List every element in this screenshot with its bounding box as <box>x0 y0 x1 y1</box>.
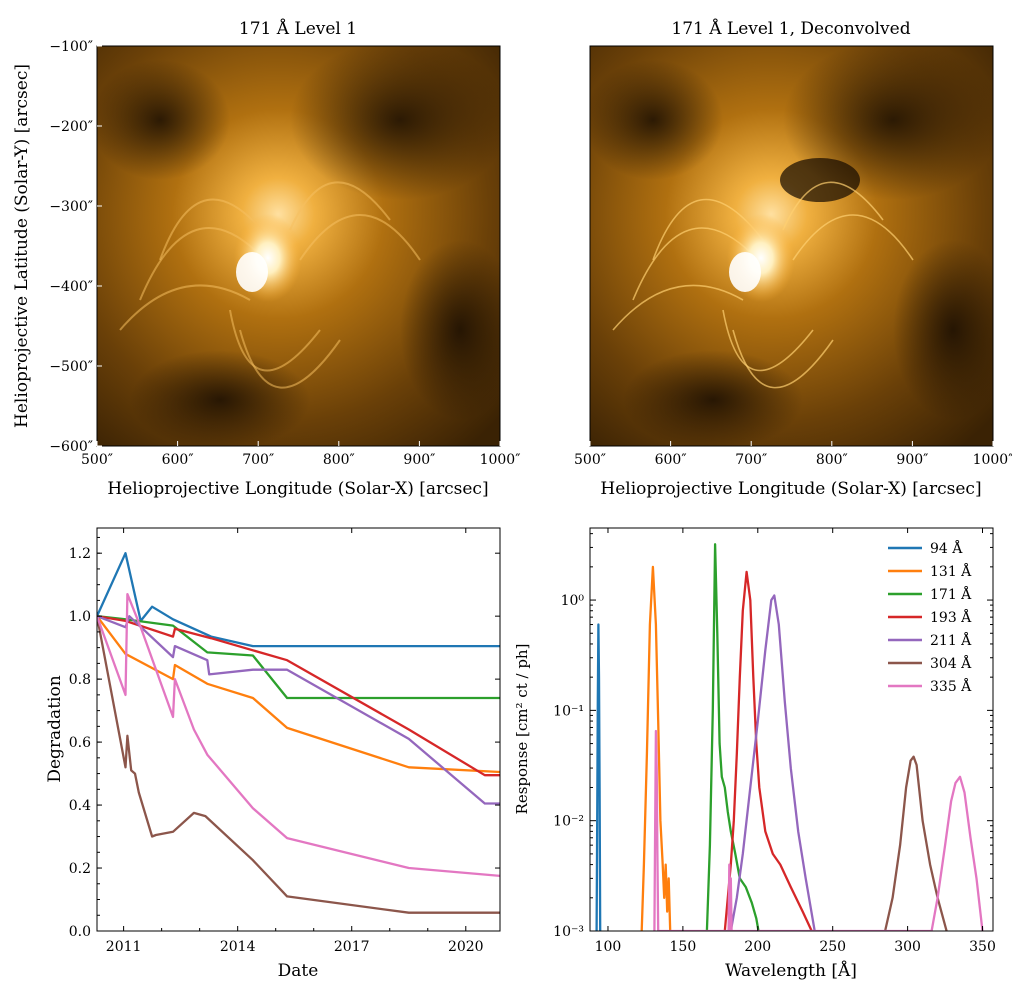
y-tick-label: 10⁻³ <box>553 924 584 940</box>
response-series <box>595 543 984 931</box>
x-tick-label: 700″ <box>735 452 767 468</box>
y-tick-label: −600″ <box>49 439 93 455</box>
response-line-6 <box>653 729 984 931</box>
response-line-3 <box>723 570 813 931</box>
panel-1-axes: 500″ 600″ 700″ 800″ 900″ 1000″ −100″ −200″ −300″… <box>49 39 520 468</box>
legend-label-2: 171 Å <box>930 585 972 603</box>
solar-image-panel-2: 171 Å Level 1, Deconvolved 500″ 600″ 700″ 8… <box>574 18 1012 499</box>
x-tick-label: 600″ <box>162 452 194 468</box>
x-tick-label: 500″ <box>81 452 113 468</box>
panel-2-axes: 500″ 600″ 700″ 800″ 900″ 1000″ <box>574 441 1012 468</box>
legend-label-0: 94 Å <box>930 539 963 557</box>
x-tick-label: 350 <box>969 939 996 955</box>
degradation-axes: 2011 2014 2017 2020 0.0 0.2 0.4 0.6 0.8 1.0 1.2 <box>69 528 500 955</box>
response-xlabel: Wavelength [Å] <box>725 960 857 981</box>
degradation-ylabel: Degradation <box>45 675 65 782</box>
y-tick-label: −500″ <box>49 359 93 375</box>
y-tick-label: 0.0 <box>69 924 91 940</box>
x-tick-label: 2020 <box>448 939 484 955</box>
legend-label-1: 131 Å <box>930 562 972 580</box>
x-tick-label: 300 <box>894 939 921 955</box>
degradation-series <box>97 552 500 914</box>
y-tick-label: 0.6 <box>69 735 91 751</box>
x-tick-label: 150 <box>670 939 697 955</box>
y-tick-label: −100″ <box>49 39 93 55</box>
x-tick-label: 700″ <box>242 452 274 468</box>
x-tick-label: 200 <box>744 939 771 955</box>
legend-label-3: 193 Å <box>930 608 972 626</box>
y-tick-label: 10⁻¹ <box>553 703 584 719</box>
x-tick-label: 2011 <box>106 939 142 955</box>
response-ylabel-text: Response [cm² ct / ph] <box>513 644 531 815</box>
x-tick-label: 250 <box>819 939 846 955</box>
degradation-line-0 <box>97 552 500 648</box>
degradation-line-3 <box>97 615 500 777</box>
y-tick-label: 0.4 <box>69 798 91 814</box>
x-tick-label: 1000″ <box>973 452 1012 468</box>
legend-label-4: 211 Å <box>930 631 972 649</box>
degradation-line-5 <box>97 615 500 914</box>
response-line-1 <box>640 565 672 931</box>
x-tick-label: 1000″ <box>480 452 521 468</box>
y-tick-label: 0.8 <box>69 672 91 688</box>
y-tick-label: −200″ <box>49 119 93 135</box>
solar-image-1 <box>97 46 500 446</box>
panel-2-title: 171 Å Level 1, Deconvolved <box>671 18 910 39</box>
response-line-4 <box>729 594 816 931</box>
x-tick-label: 500″ <box>574 452 606 468</box>
x-tick-label: 600″ <box>655 452 687 468</box>
y-tick-label: −400″ <box>49 279 93 295</box>
degradation-line-2 <box>97 615 500 700</box>
x-tick-label: 2014 <box>220 939 256 955</box>
y-tick-label: −300″ <box>49 199 93 215</box>
legend-label-5: 304 Å <box>930 654 972 672</box>
degradation-xlabel: Date <box>278 961 319 981</box>
response-chart: 100 150 200 250 300 350 10⁻³ 10⁻² 10⁻¹ 10⁰ 94 Å 13… <box>513 527 996 981</box>
y-tick-label: 10⁰ <box>561 593 585 609</box>
response-line-5 <box>883 755 948 931</box>
response-legend: 94 Å 131 Å 171 Å 193 Å 211 Å 304 Å 335 Å <box>888 539 972 695</box>
x-tick-label: 900″ <box>896 452 928 468</box>
x-tick-label: 800″ <box>323 452 355 468</box>
response-line-2 <box>705 543 760 931</box>
degradation-line-4 <box>97 615 500 805</box>
panel-1-title: 171 Å Level 1 <box>239 18 357 39</box>
degradation-chart: 2011 2014 2017 2020 0.0 0.2 0.4 0.6 0.8 1.0 1.2 Da… <box>45 527 501 981</box>
x-tick-label: 900″ <box>403 452 435 468</box>
panel-1-ylabel: Helioprojective Latitude (Solar-Y) [arcs… <box>12 64 32 428</box>
response-axes: 100 150 200 250 300 350 10⁻³ 10⁻² 10⁻¹ 10⁰ <box>553 528 996 955</box>
response-ylabel: Response [cm² ct / ph] <box>513 644 531 815</box>
x-tick-label: 2017 <box>334 939 370 955</box>
y-tick-label: 10⁻² <box>553 814 584 830</box>
degradation-line-1 <box>97 615 500 774</box>
y-tick-label: 1.2 <box>69 546 91 562</box>
x-tick-label: 100 <box>595 939 622 955</box>
solar-image-2 <box>590 46 993 446</box>
panel-1-xlabel: Helioprojective Longitude (Solar-X) [arc… <box>107 479 488 499</box>
x-tick-label: 800″ <box>816 452 848 468</box>
legend-label-6: 335 Å <box>930 677 972 695</box>
solar-image-panel-1: 171 Å Level 1 500″ 600″ 700″ 800″ 900″ 1000″ −… <box>12 18 520 499</box>
degradation-line-6 <box>97 592 500 878</box>
panel-2-xlabel: Helioprojective Longitude (Solar-X) [arc… <box>600 479 981 499</box>
y-tick-label: 0.2 <box>69 861 91 877</box>
response-line-0 <box>595 623 602 931</box>
y-tick-label: 1.0 <box>69 609 91 625</box>
